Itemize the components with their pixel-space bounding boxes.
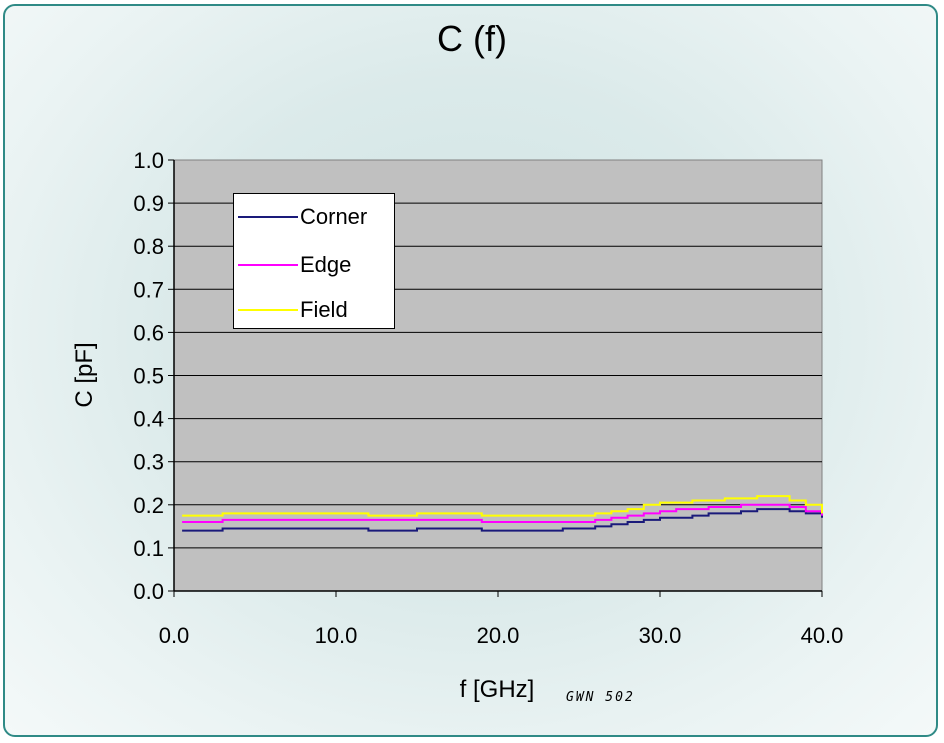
y-tick-labels: 0.0 0.1 0.2 0.3 0.4 0.5 0.6 0.7 0.8 0.9 1.0 xyxy=(133,148,164,604)
y-tick-label: 1.0 xyxy=(133,148,164,173)
legend-item-field: Field xyxy=(234,295,394,325)
y-tick-label: 0.7 xyxy=(133,277,164,302)
legend-label-edge: Edge xyxy=(300,252,352,277)
y-tick-label: 0.0 xyxy=(133,579,164,604)
watermark-text: GWN 502 xyxy=(566,690,635,705)
y-tick-label: 0.3 xyxy=(133,450,164,475)
x-tick-label: 40.0 xyxy=(801,623,844,648)
y-tick-label: 0.1 xyxy=(133,536,164,561)
y-tick-label: 0.8 xyxy=(133,234,164,259)
x-tick-label: 20.0 xyxy=(477,623,520,648)
legend-item-corner: Corner xyxy=(234,202,394,232)
chart-title: C (f) xyxy=(437,18,507,59)
y-tick-label: 0.5 xyxy=(133,364,164,389)
legend-swatch-corner xyxy=(238,216,298,218)
y-tick-label: 0.2 xyxy=(133,493,164,518)
x-tick-label: 30.0 xyxy=(639,623,682,648)
legend: Corner Edge Field xyxy=(233,193,395,329)
x-tick-label: 10.0 xyxy=(315,623,358,648)
x-axis-label: f [GHz] xyxy=(460,676,535,703)
legend-swatch-field xyxy=(238,309,298,311)
series-line-field xyxy=(182,495,823,517)
axes xyxy=(168,159,823,597)
legend-swatch-edge xyxy=(238,264,298,266)
legend-item-edge: Edge xyxy=(234,250,394,280)
grid-lines xyxy=(174,202,822,549)
series-group xyxy=(182,495,823,532)
x-tick-labels: 0.0 10.0 20.0 30.0 40.0 xyxy=(159,623,844,648)
y-tick-label: 0.4 xyxy=(133,407,164,432)
y-tick-label: 0.6 xyxy=(133,320,164,345)
legend-label-field: Field xyxy=(300,297,348,322)
y-axis-label: C [pF] xyxy=(71,342,98,407)
series-line-corner xyxy=(182,508,823,532)
legend-label-corner: Corner xyxy=(300,204,368,229)
y-tick-label: 0.9 xyxy=(133,191,164,216)
series-line-edge xyxy=(182,503,823,524)
x-tick-label: 0.0 xyxy=(159,623,190,648)
